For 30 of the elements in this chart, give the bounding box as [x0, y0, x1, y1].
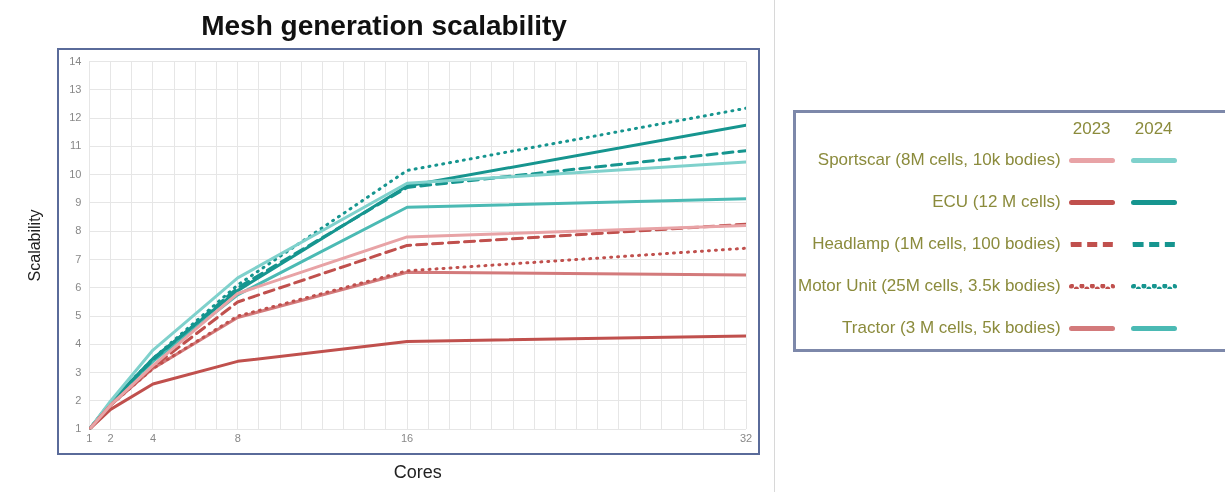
legend-label: Sportscar (8M cells, 10k bodies) [816, 149, 1061, 171]
y-tick-label: 2 [75, 393, 82, 406]
x-tick-label: 8 [234, 431, 241, 444]
x-tick-label: 1 [86, 431, 93, 444]
y-tick-label: 10 [69, 167, 82, 180]
y-axis-title: Scalability [26, 209, 44, 282]
text: 2024 [1133, 118, 1174, 139]
legend-label: Tractor (3 M cells, 5k bodies) [841, 317, 1061, 339]
y-tick-label: 12 [69, 111, 82, 124]
x-tick-label: 2 [107, 431, 114, 444]
chart-title: Mesh generation scalability [201, 9, 568, 41]
y-tick-label: 1 [75, 422, 82, 435]
legend-label: ECU (12 M cells) [931, 191, 1061, 213]
y-tick-label: 11 [70, 139, 82, 152]
x-tick-label: 4 [149, 431, 157, 444]
y-tick-label: 13 [69, 82, 82, 95]
y-tick-label: 8 [75, 224, 82, 237]
legend-label: Motor Unit (25M cells, 3.5k bodies) [797, 275, 1061, 297]
x-tick-label: 16 [401, 431, 414, 444]
legend-label: Headlamp (1M cells, 100 bodies) [811, 233, 1061, 255]
y-tick-label: 4 [75, 337, 82, 350]
text: 2023 [1071, 118, 1112, 139]
x-axis-title: Cores [393, 462, 442, 483]
y-tick-label: 14 [69, 54, 82, 67]
y-tick-label: 5 [75, 309, 82, 322]
y-tick-label: 9 [75, 196, 82, 209]
y-tick-label: 3 [75, 365, 82, 378]
x-tick-label: 32 [739, 431, 753, 444]
y-tick-label: 6 [75, 280, 82, 293]
y-tick-label: 7 [75, 252, 82, 265]
